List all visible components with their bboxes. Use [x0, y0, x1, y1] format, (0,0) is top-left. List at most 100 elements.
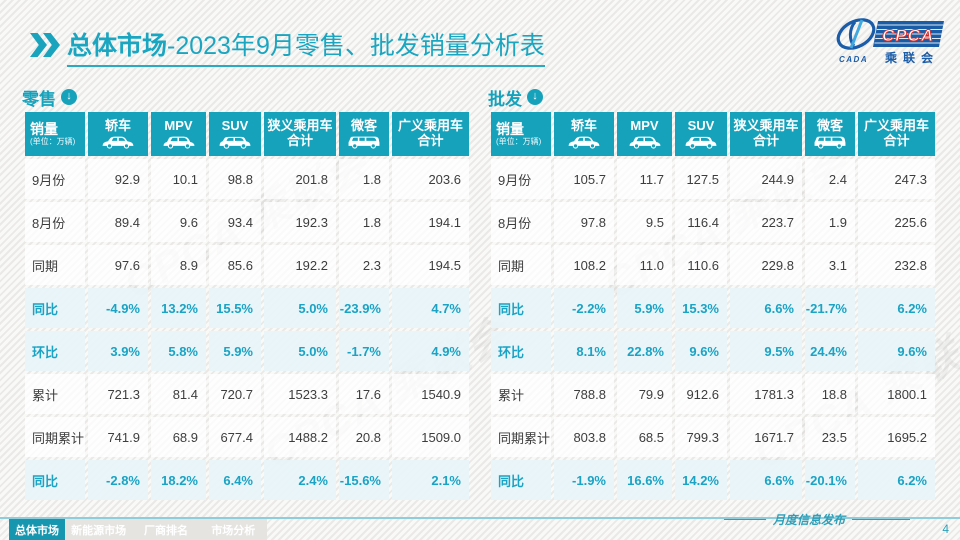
nav-tab-nev-market[interactable]: 新能源市场	[71, 524, 127, 537]
cell: 24.4%	[805, 331, 855, 371]
wholesale-section-header: 批发 ↓	[488, 86, 938, 109]
cell: 8.9	[151, 245, 206, 285]
cell: 1800.1	[858, 374, 935, 414]
row-label: 同期累计	[25, 417, 85, 457]
table-row: 同比 -4.9% 13.2% 15.5% 5.0% -23.9% 4.7%	[25, 288, 469, 328]
cell: 20.8	[339, 417, 389, 457]
retail-table: 销量 (单位：万辆) 轿车 MPV SUV 狭义乘用车 合计 微客 广义乘用车 合计 9月份 92.…	[22, 109, 472, 503]
cell: 192.3	[264, 202, 336, 242]
wholesale-table: 销量 (单位：万辆) 轿车 MPV SUV 狭义乘用车 合计 微客 广义乘用车 合计 9月份 105…	[488, 109, 938, 503]
cell: 5.0%	[264, 288, 336, 328]
title-chevrons-icon	[30, 33, 60, 57]
logo-swoosh	[836, 18, 876, 50]
cell: 9.6	[151, 202, 206, 242]
row-label: 9月份	[491, 159, 551, 199]
cell: 225.6	[858, 202, 935, 242]
cell: 108.2	[554, 245, 614, 285]
row-label: 环比	[491, 331, 551, 371]
column-header: 广义乘用车 合计	[392, 112, 469, 156]
column-header: 微客	[805, 112, 855, 156]
cell: -15.6%	[339, 460, 389, 500]
row-label: 同期	[25, 245, 85, 285]
cell: 9.5	[617, 202, 672, 242]
cell: 1523.3	[264, 374, 336, 414]
row-label: 累计	[491, 374, 551, 414]
column-header: SUV	[209, 112, 261, 156]
cell: 244.9	[730, 159, 802, 199]
cell: 10.1	[151, 159, 206, 199]
nav-tab-overall-market[interactable]: 总体市场	[9, 519, 65, 540]
cell: 13.2%	[151, 288, 206, 328]
cell: 68.9	[151, 417, 206, 457]
nav-tab-oem-ranking[interactable]: 厂商排名	[143, 524, 188, 537]
minivan-icon	[805, 135, 855, 149]
logo-sub-text: CADA	[839, 55, 868, 64]
arrow-down-circle-icon: ↓	[61, 89, 77, 105]
table-row: 8月份 89.4 9.6 93.4 192.3 1.8 194.1	[25, 202, 469, 242]
cell: 721.3	[88, 374, 148, 414]
suv-icon	[675, 135, 727, 149]
column-header: 轿车	[88, 112, 148, 156]
header-row: 销量 (单位：万辆) 轿车 MPV SUV 狭义乘用车 合计 微客 广义乘用车 合计	[491, 112, 935, 156]
cell: 1488.2	[264, 417, 336, 457]
cell: 912.6	[675, 374, 727, 414]
cell: 1.8	[339, 159, 389, 199]
table-row: 9月份 92.9 10.1 98.8 201.8 1.8 203.6	[25, 159, 469, 199]
table-row: 9月份 105.7 11.7 127.5 244.9 2.4 247.3	[491, 159, 935, 199]
cell: 1509.0	[392, 417, 469, 457]
column-header-sales: 销量 (单位：万辆)	[491, 112, 551, 156]
table-row: 环比 8.1% 22.8% 9.6% 9.5% 24.4% 9.6%	[491, 331, 935, 371]
cell: 6.4%	[209, 460, 261, 500]
cell: 194.5	[392, 245, 469, 285]
cell: 18.8	[805, 374, 855, 414]
table-row: 同比 -1.9% 16.6% 14.2% 6.6% -20.1% 6.2%	[491, 460, 935, 500]
cell: 6.2%	[858, 460, 935, 500]
nav-tab-market-analysis[interactable]: 市场分析	[211, 524, 256, 537]
cell: -20.1%	[805, 460, 855, 500]
logo-name-cn: 乘联会	[884, 50, 939, 65]
cell: 799.3	[675, 417, 727, 457]
column-header: MPV	[617, 112, 672, 156]
row-label: 8月份	[25, 202, 85, 242]
cell: 6.6%	[730, 288, 802, 328]
cell: -23.9%	[339, 288, 389, 328]
cell: 79.9	[617, 374, 672, 414]
row-label: 环比	[25, 331, 85, 371]
cell: 81.4	[151, 374, 206, 414]
cell: 677.4	[209, 417, 261, 457]
column-header-sales: 销量 (单位：万辆)	[25, 112, 85, 156]
cell: 5.0%	[264, 331, 336, 371]
table-row: 同期累计 741.9 68.9 677.4 1488.2 20.8 1509.0	[25, 417, 469, 457]
retail-section-header: 零售 ↓	[22, 86, 472, 109]
section-title: 批发	[488, 89, 522, 109]
cell: 9.6%	[858, 331, 935, 371]
cell: 194.1	[392, 202, 469, 242]
cell: 9.5%	[730, 331, 802, 371]
mpv-icon	[617, 135, 672, 149]
cell: 8.1%	[554, 331, 614, 371]
row-label: 同比	[491, 288, 551, 328]
row-label: 8月份	[491, 202, 551, 242]
row-label: 同期	[491, 245, 551, 285]
cell: -4.9%	[88, 288, 148, 328]
sedan-icon	[88, 135, 148, 149]
row-label: 9月份	[25, 159, 85, 199]
table-row: 同期累计 803.8 68.5 799.3 1671.7 23.5 1695.2	[491, 417, 935, 457]
footer-divider-left	[723, 519, 766, 520]
cell: 22.8%	[617, 331, 672, 371]
cell: 2.4	[805, 159, 855, 199]
mpv-icon	[151, 135, 206, 149]
page-title-rest: -2023年9月零售、批发销量分析表	[167, 32, 545, 60]
column-header: 微客	[339, 112, 389, 156]
wholesale-section: 批发 ↓ 销量 (单位：万辆) 轿车 MPV SUV 狭义乘用车 合计 微客 广义乘用车 合计 9…	[488, 86, 938, 503]
cell: 3.1	[805, 245, 855, 285]
cell: 6.2%	[858, 288, 935, 328]
row-label: 同比	[25, 460, 85, 500]
cell: 97.8	[554, 202, 614, 242]
cell: 788.8	[554, 374, 614, 414]
cell: 89.4	[88, 202, 148, 242]
cell: 3.9%	[88, 331, 148, 371]
table-row: 8月份 97.8 9.5 116.4 223.7 1.9 225.6	[491, 202, 935, 242]
cpca-logo: CADA CPCA 乘联会	[834, 9, 946, 72]
cell: 1.9	[805, 202, 855, 242]
